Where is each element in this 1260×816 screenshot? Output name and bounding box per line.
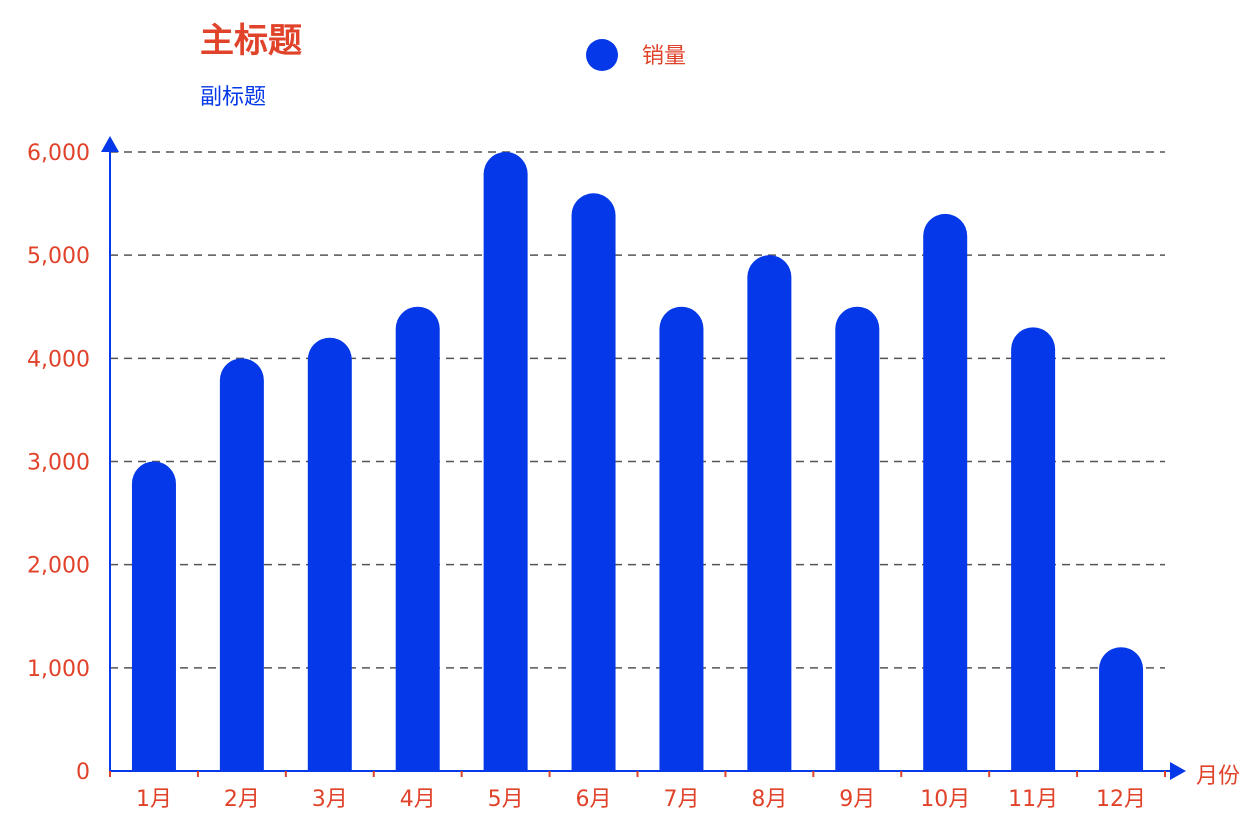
x-tick-label: 9月 <box>839 787 875 812</box>
bar[interactable] <box>659 306 704 771</box>
x-tick-label: 12月 <box>1096 787 1146 812</box>
x-tick-label: 4月 <box>400 787 436 812</box>
x-axis-arrow <box>1170 762 1186 780</box>
bar[interactable] <box>219 358 264 771</box>
bar[interactable] <box>395 306 440 771</box>
chart-title: 主标题 <box>200 21 302 61</box>
y-tick-label: 1,000 <box>27 657 90 682</box>
legend[interactable]: 销量 <box>586 39 686 71</box>
x-tick-label: 6月 <box>576 787 612 812</box>
x-tick-label: 3月 <box>312 787 348 812</box>
bar[interactable] <box>1011 327 1056 771</box>
y-tick-label: 6,000 <box>27 141 90 166</box>
legend-label: 销量 <box>642 44 686 69</box>
x-tick-label: 10月 <box>920 787 970 812</box>
y-tick-labels: 0 1,000 2,000 3,000 4,000 5,000 6,000 <box>27 141 90 785</box>
bars <box>131 152 1144 771</box>
y-tick-label: 3,000 <box>27 451 90 476</box>
y-tick-label: 5,000 <box>27 244 90 269</box>
bar[interactable] <box>835 306 880 771</box>
axes <box>101 136 1186 780</box>
bar[interactable] <box>923 213 968 771</box>
chart-subtitle: 副标题 <box>200 85 266 110</box>
x-tick-labels: 1月 2月 3月 4月 5月 6月 7月 8月 9月 10月 11月 12月 <box>136 787 1146 812</box>
y-axis-arrow <box>101 136 119 152</box>
x-tick-label: 11月 <box>1008 787 1058 812</box>
bar[interactable] <box>131 461 176 771</box>
y-tick-label: 4,000 <box>27 347 90 372</box>
y-tick-label: 2,000 <box>27 554 90 579</box>
y-tick-label: 0 <box>76 760 90 785</box>
x-axis-name: 月份 <box>1196 764 1240 789</box>
bar[interactable] <box>747 255 792 771</box>
x-tick-label: 1月 <box>136 787 172 812</box>
bar[interactable] <box>571 193 616 771</box>
x-tick-label: 8月 <box>751 787 787 812</box>
x-tick-label: 7月 <box>663 787 699 812</box>
bar[interactable] <box>1099 647 1144 771</box>
grid-lines <box>110 151 1165 669</box>
bar[interactable] <box>483 152 528 771</box>
x-tick-label: 2月 <box>224 787 260 812</box>
legend-marker <box>586 39 618 71</box>
bar[interactable] <box>307 337 352 771</box>
x-tick-label: 5月 <box>488 787 524 812</box>
